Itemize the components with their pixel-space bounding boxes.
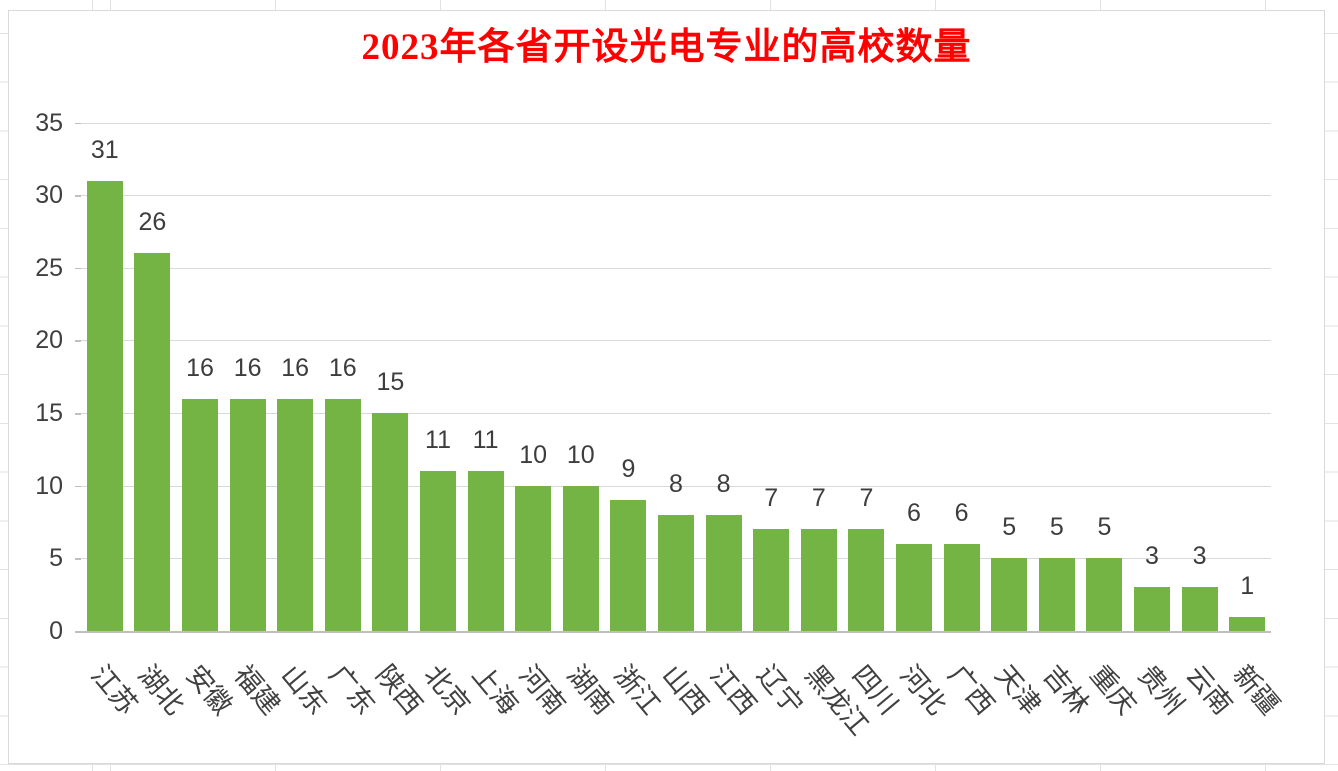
- bar-value-label: 16: [281, 353, 310, 382]
- x-category-label: 江苏: [85, 659, 143, 721]
- bar-value-label: 6: [954, 498, 969, 527]
- bar[interactable]: [800, 529, 837, 631]
- bar-value-label: 3: [1192, 542, 1207, 571]
- bar-value-label: 3: [1145, 542, 1159, 571]
- bar[interactable]: [86, 180, 123, 631]
- x-category-label: 新疆: [1227, 659, 1286, 721]
- x-category-label: 江西: [703, 659, 762, 721]
- bar-value-label: 7: [859, 484, 874, 513]
- y-axis-tick: [75, 413, 81, 415]
- bar[interactable]: [182, 398, 218, 631]
- y-axis-tick: [75, 195, 81, 197]
- bar[interactable]: [1134, 587, 1170, 631]
- bar[interactable]: [991, 558, 1028, 631]
- bar[interactable]: [372, 413, 409, 631]
- bar-value-label: 1: [1240, 571, 1255, 600]
- y-axis-tick-label: 10: [35, 471, 63, 500]
- x-category-label: 辽宁: [751, 659, 810, 721]
- gridline: [81, 267, 1271, 269]
- chart-title: 2023年各省开设光电专业的高校数量: [361, 27, 972, 68]
- x-category-label: 北京: [418, 659, 476, 721]
- gridline: [81, 485, 1271, 487]
- bar-value-label: 16: [233, 353, 262, 382]
- x-category-label: 河北: [894, 659, 952, 721]
- bar[interactable]: [1229, 616, 1266, 631]
- x-category-label: 陕西: [370, 659, 429, 721]
- gridline: [81, 195, 1271, 197]
- bar-value-label: 16: [186, 353, 214, 382]
- x-category-label: 广东: [323, 659, 381, 721]
- y-axis-tick-label: 35: [35, 108, 63, 137]
- y-axis-tick-label: 15: [35, 399, 63, 428]
- bar[interactable]: [753, 529, 790, 631]
- bar-value-label: 10: [566, 440, 595, 469]
- y-axis-tick-label: 20: [35, 326, 63, 355]
- plot-area: 0 5 10 15 20 25 30 35 31 江苏 26 湖北 16 安徽 16 福建 16 山东 16 广东 15…: [9, 11, 1324, 763]
- y-axis-tick-label: 0: [49, 617, 63, 645]
- bar-value-label: 5: [1002, 513, 1017, 542]
- gridline: [81, 413, 1271, 415]
- bar-value-label: 11: [425, 426, 451, 455]
- bar-value-label: 16: [328, 353, 357, 382]
- x-category-label: 河南: [513, 659, 572, 721]
- x-category-label: 湖北: [132, 659, 191, 721]
- y-axis-tick-label: 5: [49, 544, 63, 573]
- bar[interactable]: [562, 485, 599, 631]
- bar-value-label: 5: [1049, 513, 1064, 542]
- x-category-label: 广西: [941, 659, 1000, 721]
- y-axis-tick: [75, 267, 81, 270]
- y-axis-tick: [75, 340, 81, 342]
- bar[interactable]: [134, 253, 171, 631]
- bar-value-label: 8: [716, 469, 731, 498]
- x-category-label: 吉林: [1037, 659, 1095, 721]
- bar-value-label: 8: [669, 469, 683, 498]
- y-axis-tick: [75, 631, 81, 633]
- bar[interactable]: [896, 543, 932, 631]
- bar[interactable]: [610, 500, 647, 631]
- y-axis-tick-label: 30: [35, 181, 63, 210]
- bar[interactable]: [705, 514, 742, 631]
- x-category-label: 山东: [275, 659, 334, 721]
- bar-value-label: 10: [519, 440, 548, 469]
- x-category-label: 山西: [656, 659, 714, 721]
- bar-value-label: 6: [907, 498, 921, 527]
- x-category-label: 云南: [1179, 659, 1238, 721]
- chart-object[interactable]: 2023年各省开设光电专业的高校数量 0 5 10 15 20 25 30 35 31 江苏 26 湖…: [8, 10, 1325, 764]
- y-axis-tick: [75, 122, 81, 124]
- y-axis-tick: [75, 558, 81, 560]
- gridline: [81, 340, 1271, 342]
- y-axis-tick-label: 25: [35, 253, 63, 282]
- bar[interactable]: [1181, 587, 1218, 631]
- x-category-label: 安徽: [180, 659, 238, 721]
- bar-value-label: 15: [376, 368, 405, 397]
- bar[interactable]: [467, 471, 504, 631]
- bar[interactable]: [1086, 558, 1123, 631]
- x-category-label: 天津: [989, 659, 1048, 721]
- bar[interactable]: [658, 514, 694, 631]
- y-axis-tick: [75, 485, 81, 488]
- bar-value-label: 7: [764, 484, 779, 513]
- bar-value-label: 7: [811, 484, 826, 513]
- bar[interactable]: [1038, 558, 1075, 631]
- bar[interactable]: [324, 398, 361, 631]
- bar[interactable]: [943, 543, 980, 631]
- x-category-label: 湖南: [561, 659, 619, 721]
- bar-value-label: 9: [621, 455, 636, 484]
- x-category-label: 浙江: [608, 659, 667, 721]
- x-category-label: 贵州: [1132, 659, 1190, 721]
- x-axis-line: [81, 631, 1271, 633]
- gridline: [81, 122, 1271, 124]
- bar-value-label: 5: [1097, 513, 1112, 542]
- bar[interactable]: [277, 398, 314, 631]
- bar[interactable]: [420, 471, 456, 631]
- bar-value-label: 31: [90, 135, 119, 164]
- bar[interactable]: [848, 529, 885, 631]
- bar-value-label: 26: [138, 208, 167, 237]
- x-category-label: 重庆: [1084, 659, 1143, 721]
- bar-value-label: 11: [472, 426, 499, 455]
- bar[interactable]: [515, 485, 552, 631]
- x-category-label: 福建: [227, 659, 286, 721]
- bar[interactable]: [229, 398, 266, 631]
- x-category-label: 上海: [465, 659, 524, 721]
